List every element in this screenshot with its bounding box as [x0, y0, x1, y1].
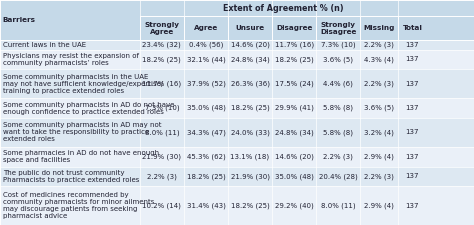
Text: 2.2% (3): 2.2% (3) — [364, 41, 394, 48]
Text: Cost of medicines recommended by
community pharmacists for minor ailments
may di: Cost of medicines recommended by communi… — [3, 192, 154, 219]
Text: Unsure: Unsure — [236, 25, 264, 31]
Text: 31.4% (43): 31.4% (43) — [186, 202, 226, 209]
Text: 7.3% (10): 7.3% (10) — [145, 105, 179, 111]
Text: 24.8% (34): 24.8% (34) — [275, 129, 313, 136]
Text: 2.9% (4): 2.9% (4) — [364, 153, 394, 160]
Text: The public do not trust community
Pharmacists to practice extended roles: The public do not trust community Pharma… — [3, 170, 139, 183]
Bar — [0, 166, 474, 186]
Text: 45.3% (62): 45.3% (62) — [187, 153, 225, 160]
Text: 2.2% (3): 2.2% (3) — [323, 153, 353, 160]
Text: 18.2% (25): 18.2% (25) — [231, 202, 269, 209]
Text: 2.9% (4): 2.9% (4) — [364, 202, 394, 209]
Text: 21.9% (30): 21.9% (30) — [142, 153, 182, 160]
Text: 21.9% (30): 21.9% (30) — [230, 173, 270, 180]
Text: Current laws in the UAE: Current laws in the UAE — [3, 42, 86, 48]
Bar — [0, 69, 474, 98]
Text: 2.2% (3): 2.2% (3) — [147, 173, 177, 180]
Bar — [0, 186, 474, 225]
Text: 5.8% (8): 5.8% (8) — [323, 105, 353, 111]
Bar — [0, 98, 474, 118]
Text: 11.7% (16): 11.7% (16) — [274, 41, 314, 48]
Text: Extent of Agreement % (n): Extent of Agreement % (n) — [223, 4, 344, 13]
Text: 20.4% (28): 20.4% (28) — [319, 173, 357, 180]
Text: 37.9% (52): 37.9% (52) — [186, 80, 226, 87]
Bar — [0, 118, 474, 147]
Text: 18.2% (25): 18.2% (25) — [231, 105, 269, 111]
Text: 8.0% (11): 8.0% (11) — [145, 129, 179, 136]
Text: Missing: Missing — [364, 25, 395, 31]
Text: 32.1% (44): 32.1% (44) — [187, 56, 225, 63]
Text: 3.2% (4): 3.2% (4) — [364, 129, 394, 136]
Text: 137: 137 — [406, 42, 419, 48]
Text: 5.8% (8): 5.8% (8) — [323, 129, 353, 136]
Bar — [0, 40, 474, 50]
Text: 11.7% (16): 11.7% (16) — [142, 80, 182, 87]
Text: 35.0% (48): 35.0% (48) — [186, 105, 226, 111]
Text: 2.2% (3): 2.2% (3) — [364, 80, 394, 87]
Text: 23.4% (32): 23.4% (32) — [143, 41, 181, 48]
Text: 7.3% (10): 7.3% (10) — [321, 41, 356, 48]
Text: 10.2% (14): 10.2% (14) — [142, 202, 182, 209]
Text: 18.2% (25): 18.2% (25) — [143, 56, 181, 63]
Text: Physicians may resist the expansion of
community pharmacists’ roles: Physicians may resist the expansion of c… — [3, 53, 139, 66]
Text: 35.0% (48): 35.0% (48) — [274, 173, 314, 180]
Text: 3.6% (5): 3.6% (5) — [323, 56, 353, 63]
Text: 8.0% (11): 8.0% (11) — [321, 202, 356, 209]
Text: Some pharmacies in AD do not have enough
space and facilities: Some pharmacies in AD do not have enough… — [3, 150, 159, 163]
Text: 14.6% (20): 14.6% (20) — [274, 153, 314, 160]
Text: Disagree: Disagree — [276, 25, 312, 31]
Text: 14.6% (20): 14.6% (20) — [230, 41, 270, 48]
Text: 137: 137 — [406, 154, 419, 160]
Text: 34.3% (47): 34.3% (47) — [186, 129, 226, 136]
Text: 4.3% (4): 4.3% (4) — [364, 56, 394, 63]
Text: Strongly
Agree: Strongly Agree — [145, 22, 179, 34]
Text: 137: 137 — [406, 202, 419, 209]
Text: 17.5% (24): 17.5% (24) — [275, 80, 313, 87]
Text: 4.4% (6): 4.4% (6) — [323, 80, 353, 87]
Text: 137: 137 — [406, 56, 419, 62]
Bar — [0, 50, 474, 69]
Bar — [0, 147, 474, 166]
Text: 24.0% (33): 24.0% (33) — [230, 129, 270, 136]
Text: Barriers: Barriers — [3, 17, 36, 23]
Text: Some community pharmacists in AD may not
want to take the responsibility to prac: Some community pharmacists in AD may not… — [3, 122, 161, 142]
Text: 137: 137 — [406, 105, 419, 111]
Text: 24.8% (34): 24.8% (34) — [231, 56, 269, 63]
Text: 0.4% (56): 0.4% (56) — [189, 41, 223, 48]
Text: 3.6% (5): 3.6% (5) — [364, 105, 394, 111]
Text: Total: Total — [402, 25, 422, 31]
Text: 13.1% (18): 13.1% (18) — [230, 153, 270, 160]
Text: 29.2% (40): 29.2% (40) — [275, 202, 313, 209]
Text: 18.2% (25): 18.2% (25) — [187, 173, 225, 180]
Text: 2.2% (3): 2.2% (3) — [364, 173, 394, 180]
Text: 137: 137 — [406, 173, 419, 179]
Text: Strongly
Disagree: Strongly Disagree — [320, 22, 356, 34]
Text: Some community pharmacists in AD do not have
enough confidence to practice exten: Some community pharmacists in AD do not … — [3, 101, 174, 115]
Text: 29.9% (41): 29.9% (41) — [274, 105, 314, 111]
Text: Some community pharmacists in the UAE
may not have sufficient knowledge/expertis: Some community pharmacists in the UAE ma… — [3, 74, 163, 94]
Text: 26.3% (36): 26.3% (36) — [230, 80, 270, 87]
Text: Agree: Agree — [194, 25, 218, 31]
Text: 137: 137 — [406, 129, 419, 135]
Text: 18.2% (25): 18.2% (25) — [275, 56, 313, 63]
Text: 137: 137 — [406, 81, 419, 87]
Bar — [0, 0, 474, 40]
